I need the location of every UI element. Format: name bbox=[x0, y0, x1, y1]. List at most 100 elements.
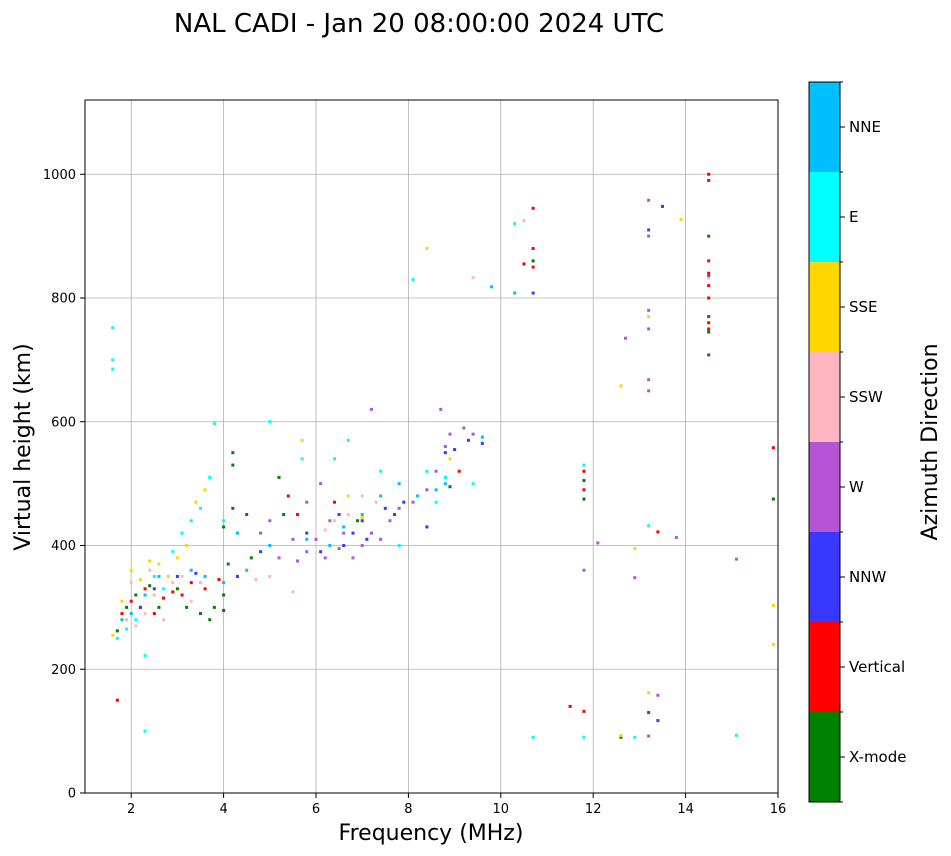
point-ssw bbox=[254, 578, 258, 582]
point-vertical bbox=[771, 446, 775, 450]
point-vertical bbox=[332, 500, 336, 504]
point-e bbox=[397, 544, 401, 547]
point-nnw bbox=[647, 228, 651, 232]
point-w bbox=[647, 327, 651, 331]
colorbar-tick-label: NNW bbox=[849, 568, 886, 586]
point-sse bbox=[175, 556, 179, 560]
point-x-mode bbox=[531, 259, 535, 263]
data-points bbox=[111, 172, 775, 739]
point-nne bbox=[443, 482, 447, 486]
chart-title: NAL CADI - Jan 20 08:00:00 2024 UTC bbox=[174, 9, 664, 39]
point-w bbox=[647, 734, 651, 738]
point-x-mode bbox=[231, 463, 235, 467]
point-sse bbox=[425, 247, 429, 250]
x-tick-label: 16 bbox=[770, 802, 787, 817]
point-ssw bbox=[707, 276, 711, 280]
point-nne bbox=[235, 531, 239, 535]
point-sse bbox=[138, 578, 142, 582]
point-e bbox=[411, 277, 415, 281]
point-e bbox=[582, 735, 586, 739]
colorbar-segment-w bbox=[809, 442, 840, 532]
point-nnw bbox=[707, 274, 711, 278]
point-nnw bbox=[351, 531, 355, 535]
point-nnw bbox=[661, 204, 664, 208]
point-vertical bbox=[582, 469, 586, 473]
point-w bbox=[379, 537, 383, 541]
colorbar: X-mode Vertical NNW W SSW SSE E NNE bbox=[808, 81, 906, 803]
colorbar-segment-sse bbox=[809, 262, 840, 352]
point-vertical bbox=[707, 259, 711, 263]
point-sse bbox=[203, 488, 207, 492]
x-axis-ticks: 2 4 6 8 10 12 14 16 bbox=[127, 793, 786, 817]
point-sse bbox=[120, 599, 124, 603]
point-nnw bbox=[342, 544, 346, 547]
point-nne bbox=[157, 574, 161, 578]
point-vertical bbox=[180, 593, 184, 597]
colorbar-frame bbox=[808, 81, 841, 803]
colorbar-tick-label: SSW bbox=[849, 388, 883, 406]
point-sse bbox=[619, 384, 623, 388]
point-w bbox=[448, 432, 452, 436]
point-w bbox=[443, 445, 447, 448]
point-ssw bbox=[162, 618, 166, 622]
point-nne bbox=[203, 574, 207, 578]
point-x-mode bbox=[707, 234, 711, 238]
point-ssw bbox=[471, 276, 475, 280]
point-ssw bbox=[171, 581, 175, 585]
point-ssw bbox=[346, 513, 350, 517]
point-x-mode bbox=[582, 479, 586, 483]
point-e bbox=[212, 422, 216, 426]
point-e bbox=[125, 627, 129, 631]
point-x-mode bbox=[226, 562, 230, 566]
point-e bbox=[152, 574, 156, 578]
point-nnw bbox=[360, 519, 364, 523]
point-w bbox=[425, 488, 429, 492]
point-sse bbox=[448, 457, 452, 461]
y-tick-label: 1000 bbox=[43, 168, 76, 183]
y-tick-label: 0 bbox=[68, 787, 76, 802]
point-vertical bbox=[531, 265, 535, 269]
point-e bbox=[513, 222, 517, 226]
point-vertical bbox=[143, 587, 147, 591]
point-nne bbox=[434, 488, 438, 492]
x-axis-label: Frequency (MHz) bbox=[339, 821, 524, 846]
point-e bbox=[734, 733, 738, 737]
point-e bbox=[171, 550, 175, 554]
point-w bbox=[337, 547, 341, 551]
point-w bbox=[259, 531, 263, 535]
point-x-mode bbox=[134, 593, 138, 597]
point-e bbox=[379, 469, 383, 473]
point-x-mode bbox=[231, 506, 235, 510]
point-nnw bbox=[365, 537, 369, 541]
point-w bbox=[582, 568, 586, 572]
point-nnw bbox=[319, 550, 323, 554]
point-ssw bbox=[374, 500, 378, 504]
point-nne bbox=[416, 494, 420, 498]
point-vertical bbox=[707, 271, 711, 275]
point-vertical bbox=[582, 488, 586, 492]
point-x-mode bbox=[212, 605, 216, 609]
point-e bbox=[111, 358, 115, 362]
point-e bbox=[143, 654, 147, 658]
point-ssw bbox=[199, 581, 202, 585]
point-sse bbox=[346, 494, 350, 498]
point-nnw bbox=[337, 513, 341, 517]
point-w bbox=[411, 500, 415, 504]
colorbar-tick-label: Vertical bbox=[849, 658, 905, 676]
point-nne bbox=[397, 482, 401, 486]
point-e bbox=[180, 531, 184, 535]
colorbar-tick-label: E bbox=[849, 208, 858, 226]
point-x-mode bbox=[125, 605, 129, 609]
point-x-mode bbox=[619, 735, 623, 739]
point-ssw bbox=[189, 599, 193, 603]
point-vertical bbox=[171, 590, 175, 594]
point-w bbox=[319, 482, 323, 486]
point-nnw bbox=[466, 438, 470, 442]
point-x-mode bbox=[707, 315, 711, 319]
point-vertical bbox=[457, 469, 461, 473]
point-w bbox=[328, 519, 332, 523]
point-w bbox=[397, 506, 401, 510]
point-ssw bbox=[268, 574, 272, 578]
point-vertical bbox=[707, 178, 711, 182]
point-sse bbox=[157, 562, 161, 566]
